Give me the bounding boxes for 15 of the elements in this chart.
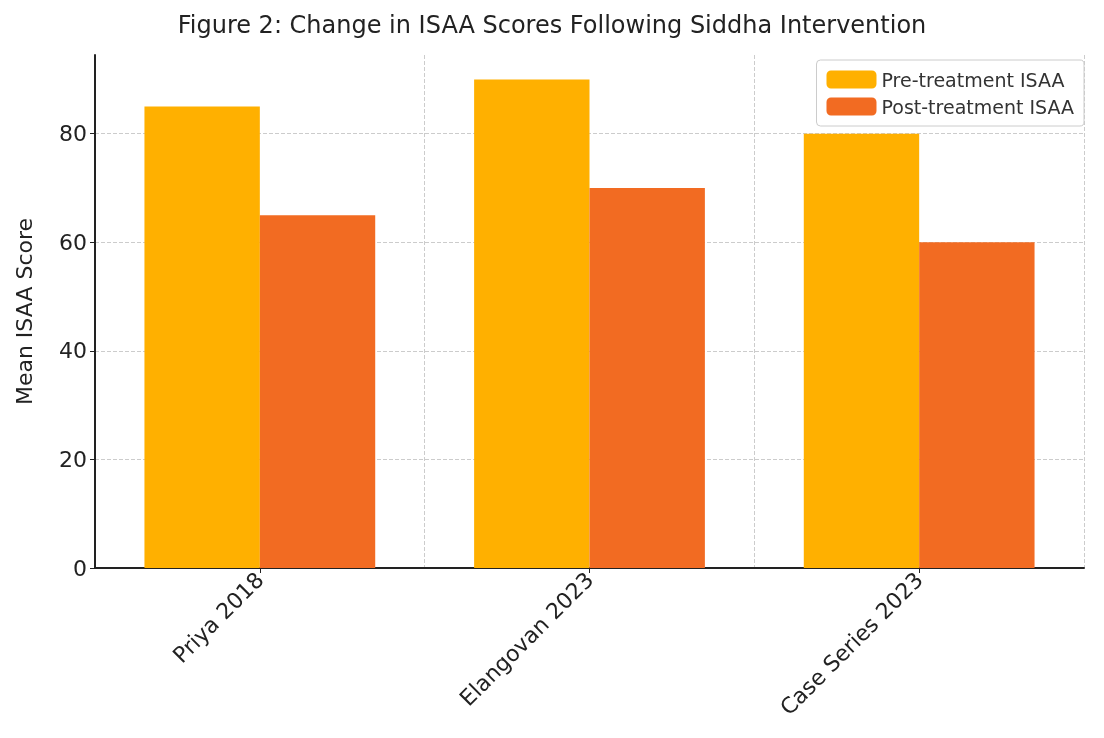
y-tick-label: 20 [59,446,87,472]
y-axis-title: Mean ISAA Score [11,217,37,406]
y-tick-label: 60 [59,229,87,255]
bar [474,79,590,568]
bar [259,215,376,568]
bar [589,188,705,568]
y-tick-label: 40 [59,338,87,364]
bar [919,242,1035,568]
y-tick-label: 80 [59,121,87,147]
legend-label: Post-treatment ISAA [881,95,1075,118]
y-tick-label: 0 [73,555,87,581]
bar [144,106,260,568]
chart-title: Figure 2: Change in ISAA Scores Following Siddha Intervention [177,11,927,39]
legend-label: Pre-treatment ISAA [881,68,1065,91]
bar [803,133,920,568]
